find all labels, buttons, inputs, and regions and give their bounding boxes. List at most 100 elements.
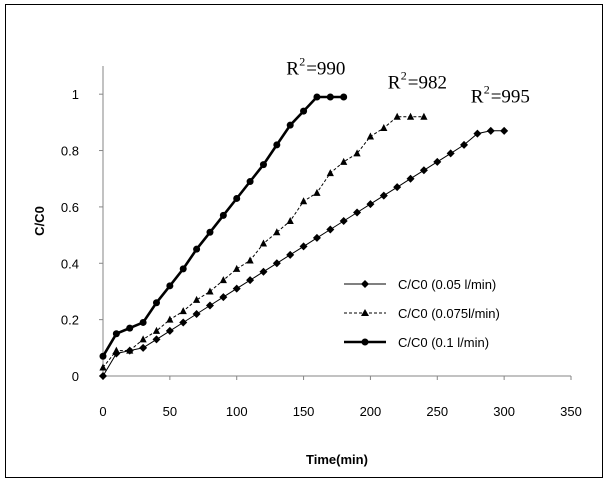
- legend-item-2: C/C0 (0.1 l/min): [344, 335, 489, 350]
- data-point: [179, 265, 187, 273]
- data-point: [486, 126, 495, 135]
- x-tick-group: 0 50 100 150 200 250 300 350: [99, 376, 582, 419]
- data-point: [300, 107, 308, 115]
- series-layer: [99, 93, 509, 380]
- data-point: [99, 352, 107, 360]
- x-tick-label: 150: [293, 404, 315, 419]
- x-tick-label: 250: [426, 404, 448, 419]
- y-tick-group: 0 0.2 0.4 0.6 0.8 1: [61, 87, 103, 384]
- x-tick-label: 50: [163, 404, 177, 419]
- data-point: [246, 276, 255, 285]
- data-point: [420, 112, 428, 120]
- annotation-prefix: R: [286, 58, 299, 79]
- data-point: [233, 264, 241, 272]
- data-point: [179, 318, 188, 327]
- data-point: [500, 126, 509, 135]
- data-point: [246, 256, 254, 264]
- y-tick-label: 1: [72, 87, 79, 102]
- data-point: [112, 330, 120, 338]
- r-squared-annotation-1: R 2 =982: [388, 69, 447, 94]
- data-point: [192, 310, 201, 318]
- data-point: [353, 208, 362, 217]
- data-point: [313, 93, 321, 101]
- series-0: [99, 126, 509, 380]
- data-point: [206, 228, 214, 236]
- data-point: [419, 166, 428, 175]
- data-point: [299, 197, 308, 205]
- data-point: [152, 299, 160, 307]
- legend-item-0: C/C0 (0.05 l/min): [344, 277, 496, 292]
- data-point: [99, 372, 107, 380]
- data-point: [286, 121, 294, 129]
- data-point: [313, 188, 321, 196]
- data-point: [326, 93, 334, 101]
- legend-marker-0: [361, 280, 369, 288]
- data-point: [219, 293, 228, 302]
- plot-area: [102, 66, 571, 377]
- data-point: [219, 276, 227, 284]
- legend-marker-1: [361, 309, 369, 316]
- data-point: [326, 225, 335, 234]
- data-point: [379, 191, 388, 200]
- annotation-prefix: R: [471, 87, 484, 108]
- data-point: [259, 267, 268, 276]
- data-point: [246, 178, 254, 186]
- data-point: [326, 169, 334, 177]
- data-point: [206, 287, 214, 295]
- data-point: [340, 157, 348, 165]
- data-point: [380, 124, 388, 131]
- annotation-prefix: R: [388, 73, 401, 94]
- x-tick-label: 350: [560, 404, 582, 419]
- data-point: [193, 245, 201, 253]
- data-point: [366, 132, 375, 140]
- data-point: [446, 149, 455, 158]
- data-point: [460, 140, 469, 149]
- x-tick-label: 300: [493, 404, 515, 419]
- x-tick-label: 0: [99, 404, 106, 419]
- r-squared-annotation-2: R 2 =995: [471, 83, 530, 108]
- data-point: [272, 259, 281, 268]
- data-point: [152, 335, 161, 344]
- data-point: [259, 161, 267, 169]
- data-point: [286, 217, 294, 224]
- y-tick-label: 0.2: [61, 313, 79, 328]
- data-point: [139, 343, 148, 352]
- chart-frame: [5, 4, 603, 478]
- annotation-suffix: =990: [306, 58, 345, 79]
- data-point: [259, 239, 268, 247]
- y-tick-label: 0.8: [61, 144, 79, 159]
- series-line-2: [101, 95, 344, 357]
- data-point: [152, 326, 161, 334]
- legend: C/C0 (0.05 l/min) C/C0 (0.075l/min) C/C0…: [344, 277, 500, 350]
- data-point: [126, 324, 134, 332]
- legend-item-1: C/C0 (0.075l/min): [344, 306, 500, 321]
- data-point: [406, 112, 415, 120]
- annotation-sup: 2: [401, 69, 407, 83]
- data-point: [353, 149, 361, 157]
- data-point: [139, 335, 147, 343]
- data-point: [233, 194, 241, 202]
- data-point: [166, 282, 174, 290]
- data-point: [366, 200, 375, 209]
- annotation-sup: 2: [299, 54, 305, 68]
- data-point: [433, 157, 442, 166]
- data-point: [312, 233, 321, 242]
- series-1: [99, 112, 428, 371]
- data-point: [393, 183, 402, 192]
- annotation-suffix: =982: [408, 73, 447, 94]
- data-point: [299, 242, 308, 251]
- data-point: [232, 284, 241, 293]
- data-point: [99, 363, 107, 371]
- data-point: [219, 211, 227, 219]
- legend-label-2: C/C0 (0.1 l/min): [398, 335, 489, 350]
- y-axis-title: C/C0: [32, 206, 47, 236]
- data-point: [179, 307, 187, 315]
- x-tick-label: 200: [360, 404, 382, 419]
- y-tick-label: 0: [72, 369, 79, 384]
- data-point: [112, 346, 120, 354]
- annotation-sup: 2: [484, 83, 490, 97]
- y-tick-label: 0.4: [61, 256, 79, 271]
- data-point: [126, 346, 134, 354]
